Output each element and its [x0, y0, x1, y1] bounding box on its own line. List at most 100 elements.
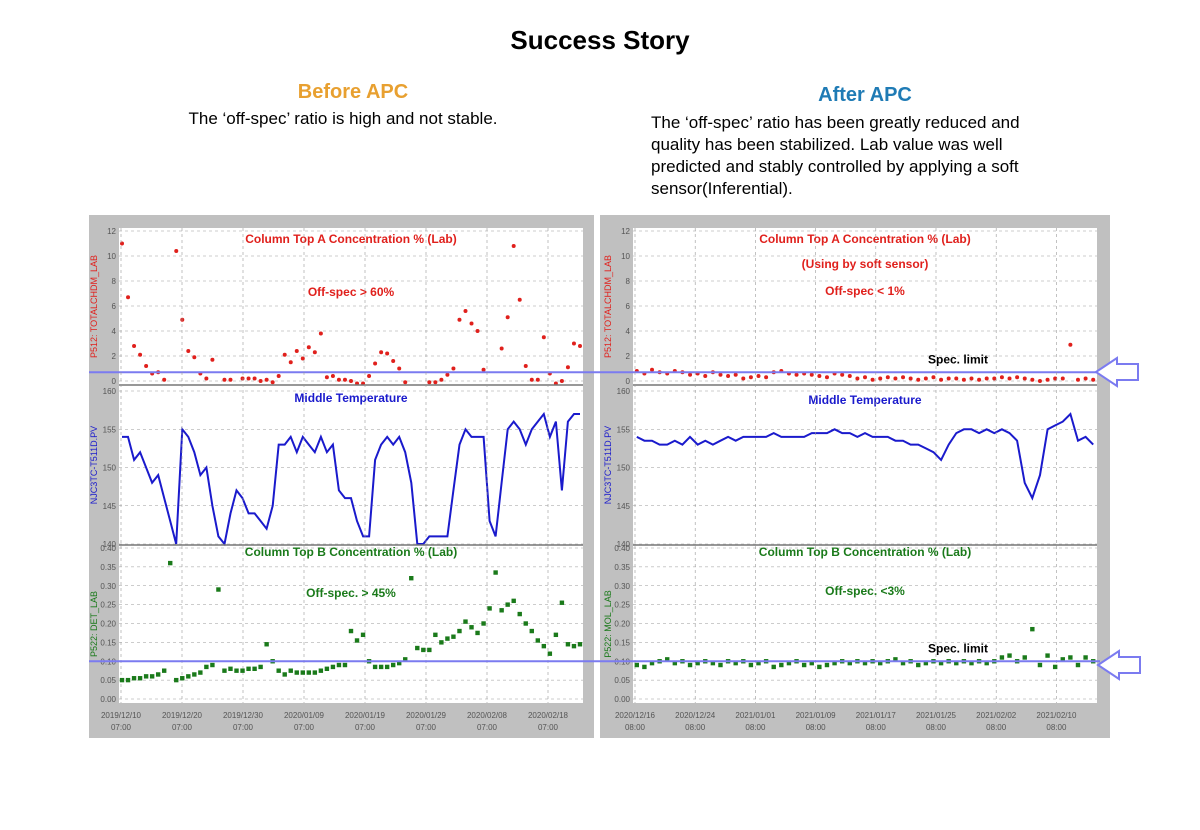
x-tick-label: 2019/12/30: [223, 711, 264, 720]
y-tick-label: 0.00: [100, 695, 116, 704]
y-tick-label: 0.25: [100, 601, 116, 610]
lab-point: [893, 376, 898, 381]
lab-point: [878, 376, 883, 381]
x-tick-label: 07:00: [355, 723, 376, 732]
lab-point: [228, 666, 233, 671]
x-tick-label: 2020/02/18: [528, 711, 569, 720]
lab-point: [726, 374, 731, 378]
lab-point: [324, 375, 329, 380]
lab-point: [541, 335, 546, 340]
lab-point: [204, 664, 209, 670]
annotation: Middle Temperature: [294, 391, 407, 405]
lab-point: [535, 377, 540, 382]
y-tick-label: 12: [107, 227, 116, 236]
lab-point: [294, 349, 299, 353]
y-axis-label: P522: MOL_LAB: [603, 590, 613, 658]
lab-point: [499, 608, 504, 613]
lab-point: [634, 662, 640, 668]
lab-point: [264, 642, 269, 647]
lab-point: [1022, 655, 1027, 660]
lab-point: [817, 664, 822, 670]
x-tick-label: 07:00: [538, 723, 559, 732]
y-axis-label: P522: DET_LAB: [89, 591, 99, 657]
lab-point: [908, 376, 913, 381]
y-tick-label: 150: [103, 464, 117, 473]
lab-point: [161, 668, 167, 673]
lab-point: [499, 346, 504, 351]
lab-point: [1068, 655, 1073, 660]
lab-point: [1015, 375, 1020, 380]
lab-point: [469, 625, 474, 630]
lab-point: [493, 570, 498, 575]
lab-point: [916, 377, 921, 382]
y-axis-label: P512: TOTALCHDM_LAB: [89, 255, 99, 358]
y-tick-label: 0.00: [614, 695, 630, 704]
lab-point: [893, 657, 898, 662]
lab-point: [992, 376, 997, 381]
after-text: predicted and stably controlled by apply…: [651, 157, 1019, 176]
lab-point: [372, 664, 378, 670]
lab-point: [931, 375, 936, 380]
lab-point: [475, 329, 480, 333]
x-tick-label: 08:00: [866, 723, 887, 732]
lab-point: [390, 662, 396, 668]
x-tick-label: 2020/01/19: [345, 711, 386, 720]
lab-point: [571, 341, 576, 346]
lab-point: [923, 660, 929, 666]
y-axis-label: NJC3TC-T511D.PV: [603, 426, 613, 504]
lab-point: [855, 376, 860, 381]
lab-point: [198, 670, 203, 675]
lab-point: [397, 366, 402, 371]
annotation: Off-spec > 60%: [308, 285, 395, 299]
arrow: [1096, 649, 1141, 681]
lab-point: [687, 662, 693, 668]
lab-point: [779, 662, 784, 668]
lab-point: [764, 375, 769, 380]
y-tick-label: 0.05: [100, 676, 116, 685]
after-text: The ‘off-spec’ ratio has been greatly re…: [651, 113, 1020, 132]
lab-point: [162, 377, 167, 382]
y-tick-label: 155: [103, 425, 117, 434]
x-tick-label: 2021/01/25: [916, 711, 957, 720]
y-axis-label: NJC3TC-T511D.PV: [89, 426, 99, 504]
y-tick-label: 0.20: [614, 620, 630, 629]
x-tick-label: 07:00: [172, 723, 193, 732]
lab-point: [577, 344, 582, 348]
annotation: Column Top A Concentration % (Lab): [245, 232, 457, 246]
lab-point: [809, 660, 814, 666]
y-tick-label: 6: [626, 302, 631, 311]
annotation: Column Top A Concentration % (Lab): [759, 232, 971, 246]
lab-point: [984, 376, 989, 381]
lab-point: [186, 349, 191, 353]
lab-point: [969, 376, 974, 381]
lab-point: [1091, 377, 1096, 382]
lab-point: [1083, 655, 1088, 660]
lab-point: [954, 660, 959, 666]
x-tick-label: 08:00: [625, 723, 646, 732]
lab-point: [923, 376, 928, 381]
lab-point: [360, 632, 366, 638]
lab-point: [246, 666, 251, 671]
lab-point: [312, 350, 317, 355]
lab-point: [354, 638, 360, 643]
lab-point: [916, 662, 921, 668]
lab-point: [718, 662, 723, 668]
lab-point: [373, 361, 378, 366]
x-tick-label: 08:00: [745, 723, 766, 732]
x-tick-label: 2019/12/10: [101, 711, 142, 720]
lab-point: [137, 676, 143, 681]
lab-point: [969, 660, 974, 666]
lab-point: [270, 380, 275, 385]
lab-point: [946, 376, 951, 381]
y-tick-label: 4: [626, 327, 631, 336]
y-tick-label: 140: [103, 540, 117, 549]
lab-point: [559, 600, 565, 605]
lab-point: [439, 377, 444, 382]
lab-point: [126, 295, 131, 300]
y-tick-label: 145: [103, 502, 117, 511]
lab-point: [210, 662, 215, 668]
lab-point: [535, 638, 541, 643]
lab-point: [439, 640, 444, 645]
lab-point: [330, 664, 336, 670]
lab-point: [559, 379, 564, 383]
